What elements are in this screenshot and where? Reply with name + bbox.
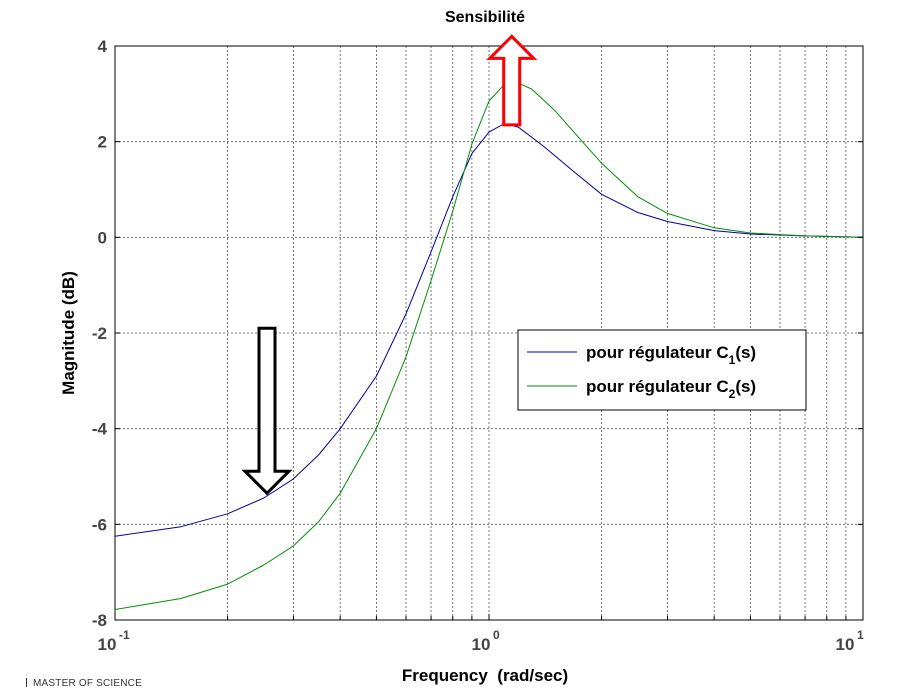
legend-label-main: pour régulateur C bbox=[586, 343, 729, 362]
y-tick-label: 0 bbox=[98, 228, 107, 247]
series-line-2 bbox=[114, 82, 864, 610]
x-tick-base: 10 bbox=[472, 635, 491, 654]
x-tick-exponent: 1 bbox=[857, 628, 864, 642]
grid-lines bbox=[115, 46, 863, 620]
x-tick-exponent: 0 bbox=[493, 628, 500, 642]
legend-label-1: pour régulateur C1(s) bbox=[586, 343, 756, 367]
x-axis-label: Frequency (rad/sec) bbox=[402, 666, 568, 685]
series-layer bbox=[114, 82, 864, 610]
x-tick-base: 10 bbox=[836, 635, 855, 654]
x-tick-label: 10 1 bbox=[836, 628, 864, 654]
legend-label-2: pour régulateur C2(s) bbox=[586, 377, 756, 401]
y-tick-label: 2 bbox=[98, 133, 107, 152]
footer-text: MASTER OF SCIENCE bbox=[33, 678, 142, 689]
y-tick-label: -8 bbox=[92, 611, 107, 630]
annotation-layer bbox=[241, 34, 538, 496]
x-tick-label: 10 0 bbox=[472, 628, 500, 654]
y-tick-label: 4 bbox=[98, 37, 108, 56]
y-tick-label: -2 bbox=[92, 324, 107, 343]
legend-label-end: (s) bbox=[735, 377, 756, 396]
legend-label-subscript: 2 bbox=[729, 387, 736, 401]
x-tick-exponent: -1 bbox=[119, 628, 130, 642]
y-axis-label: Magnitude (dB) bbox=[59, 271, 78, 395]
legend-label-main: pour régulateur C bbox=[586, 377, 729, 396]
y-tick-label: -6 bbox=[92, 515, 107, 534]
x-tick-label: 10 -1 bbox=[98, 628, 130, 654]
footer-divider bbox=[26, 678, 27, 687]
arrow-up-annotation bbox=[486, 34, 538, 127]
y-tick-label: -4 bbox=[92, 420, 108, 439]
series-line-1 bbox=[114, 123, 864, 537]
legend-label-end: (s) bbox=[735, 343, 756, 362]
arrow-down-annotation bbox=[241, 326, 293, 496]
legend-label-subscript: 1 bbox=[729, 353, 736, 367]
footer-brand: MASTER OF SCIENCE bbox=[26, 678, 142, 689]
tick-labels: 420-2-4-6-810 -1 10 0 10 1 bbox=[92, 37, 864, 654]
legend: pour régulateur C1(s)pour régulateur C2(… bbox=[517, 329, 807, 411]
legend-box bbox=[517, 329, 807, 411]
x-tick-base: 10 bbox=[98, 635, 117, 654]
chart-title: Sensibilité bbox=[445, 9, 525, 26]
